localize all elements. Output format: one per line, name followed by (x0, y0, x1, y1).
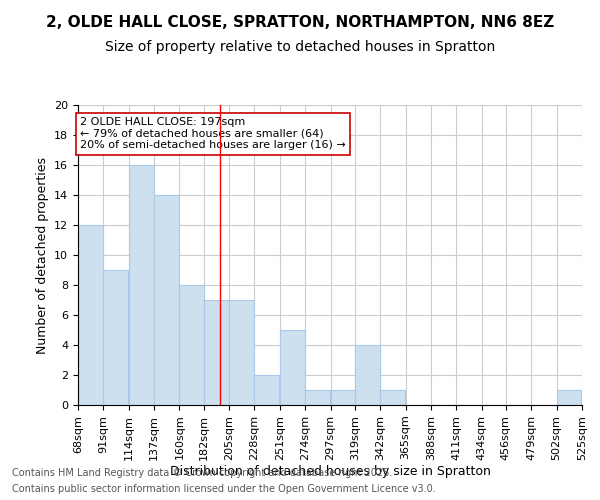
Bar (204, 300, 229, 405)
Bar (179, 285, 204, 405)
Bar (355, 345, 380, 405)
Bar (129, 165, 154, 405)
Bar (331, 390, 355, 405)
Text: Contains public sector information licensed under the Open Government Licence v3: Contains public sector information licen… (12, 484, 436, 494)
Text: 2 OLDE HALL CLOSE: 197sqm
← 79% of detached houses are smaller (64)
20% of semi-: 2 OLDE HALL CLOSE: 197sqm ← 79% of detac… (80, 117, 346, 150)
X-axis label: Distribution of detached houses by size in Spratton: Distribution of detached houses by size … (170, 466, 490, 478)
Text: Contains HM Land Registry data © Crown copyright and database right 2025.: Contains HM Land Registry data © Crown c… (12, 468, 392, 477)
Bar (305, 390, 330, 405)
Bar (103, 270, 128, 405)
Text: 2, OLDE HALL CLOSE, SPRATTON, NORTHAMPTON, NN6 8EZ: 2, OLDE HALL CLOSE, SPRATTON, NORTHAMPTO… (46, 15, 554, 30)
Bar (380, 390, 405, 405)
Text: Size of property relative to detached houses in Spratton: Size of property relative to detached ho… (105, 40, 495, 54)
Bar (229, 300, 254, 405)
Bar (280, 330, 305, 405)
Bar (78, 225, 103, 405)
Bar (557, 390, 581, 405)
Bar (154, 195, 179, 405)
Bar (254, 375, 279, 405)
Y-axis label: Number of detached properties: Number of detached properties (35, 156, 49, 354)
